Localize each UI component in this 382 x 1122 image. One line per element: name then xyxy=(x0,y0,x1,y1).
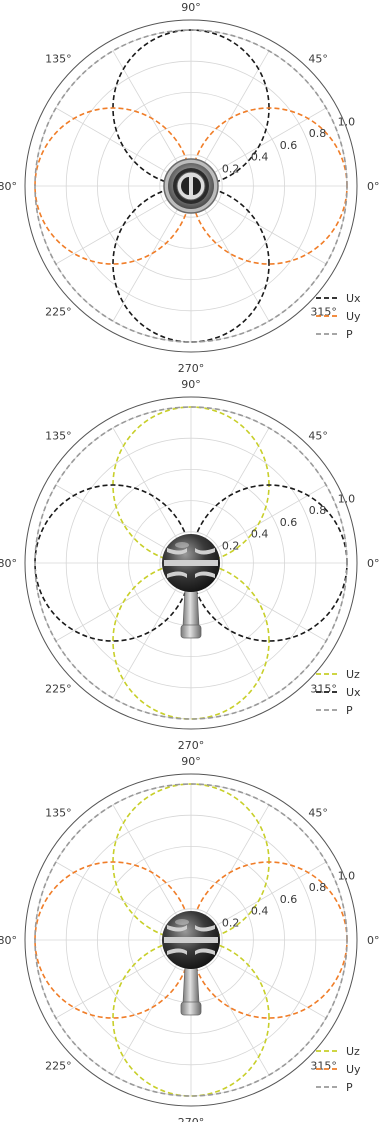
angle-tick-label: 135° xyxy=(45,807,72,820)
radial-tick-label: 0.4 xyxy=(251,151,268,164)
angle-tick-label: 90° xyxy=(181,1,201,14)
legend-label: P xyxy=(346,328,353,341)
polar-chart-2: 0° 45° 90° 135° 180° 225° 270° 315° 0.2 0.4 0.6 0.8… xyxy=(0,378,380,752)
legend-label: P xyxy=(346,1081,353,1094)
angle-tick-label: 0° xyxy=(367,557,380,570)
angle-tick-label: 45° xyxy=(308,807,328,820)
angle-tick-label: 270° xyxy=(178,739,205,752)
radial-tick-label: 0.2 xyxy=(222,162,240,175)
radial-tick-label: 0.2 xyxy=(222,916,240,929)
polar-chart-3: 0° 45° 90° 135° 180° 225° 270° 315° 0.2 0.4 0.6 0.8… xyxy=(0,755,380,1122)
outer-frame-circle xyxy=(24,19,358,353)
angle-tick-label: 180° xyxy=(0,934,17,947)
angle-tick-label: 45° xyxy=(308,430,328,443)
series-curve-p xyxy=(34,406,348,720)
radial-tick-label: 0.4 xyxy=(251,905,268,918)
legend-label: P xyxy=(346,704,353,717)
radial-tick-label: 0.6 xyxy=(280,516,298,529)
radial-tick-label: 1.0 xyxy=(338,116,356,129)
angle-tick-label: 0° xyxy=(367,934,380,947)
radial-tick-label: 0.2 xyxy=(222,539,240,552)
angle-tick-label: 225° xyxy=(45,1059,72,1072)
radial-tick-label: 1.0 xyxy=(338,870,356,883)
legend-label: Ux xyxy=(346,686,361,699)
angle-tick-label: 180° xyxy=(0,557,17,570)
legend-label: Ux xyxy=(346,292,361,305)
microphone-side-view-icon xyxy=(162,911,220,1016)
radial-tick-label: 0.6 xyxy=(280,139,298,152)
legend-label: Uy xyxy=(346,1063,361,1076)
angle-tick-label: 0° xyxy=(367,180,380,193)
angle-tick-label: 315° xyxy=(310,1059,337,1072)
outer-frame-circle xyxy=(24,396,358,730)
angle-tick-label: 315° xyxy=(310,682,337,695)
angle-tick-label: 135° xyxy=(45,53,72,66)
legend-label: Uz xyxy=(346,668,360,681)
angle-tick-label: 180° xyxy=(0,180,17,193)
radial-tick-label: 0.6 xyxy=(280,893,298,906)
radial-tick-label: 0.4 xyxy=(251,528,268,541)
legend: Ux Uy P xyxy=(316,292,361,341)
legend: Uz Ux P xyxy=(316,668,361,717)
legend: Uz Uy P xyxy=(316,1045,361,1094)
angle-tick-label: 90° xyxy=(181,755,201,768)
angle-tick-label: 225° xyxy=(45,305,72,318)
outer-frame-circle xyxy=(24,773,358,1107)
angle-tick-label: 135° xyxy=(45,430,72,443)
series-curve-p xyxy=(34,29,348,343)
angle-tick-label: 270° xyxy=(178,362,205,375)
radial-tick-label: 0.8 xyxy=(309,504,327,517)
angle-tick-label: 90° xyxy=(181,378,201,391)
legend-label: Uz xyxy=(346,1045,360,1058)
angle-tick-label: 270° xyxy=(178,1116,205,1122)
radial-tick-label: 0.8 xyxy=(309,881,327,894)
angle-tick-label: 225° xyxy=(45,682,72,695)
angle-tick-label: 45° xyxy=(308,53,328,66)
radial-tick-label: 1.0 xyxy=(338,493,356,506)
series-curve-p xyxy=(34,783,348,1097)
legend-label: Uy xyxy=(346,310,361,323)
polar-chart-1: 0°45°90°135°180°225°270°315°0.20.40.60.8… xyxy=(0,1,380,375)
microphone-side-view-icon xyxy=(162,534,220,639)
radial-tick-label: 0.8 xyxy=(309,127,327,140)
microphone-top-view-icon xyxy=(163,158,219,214)
